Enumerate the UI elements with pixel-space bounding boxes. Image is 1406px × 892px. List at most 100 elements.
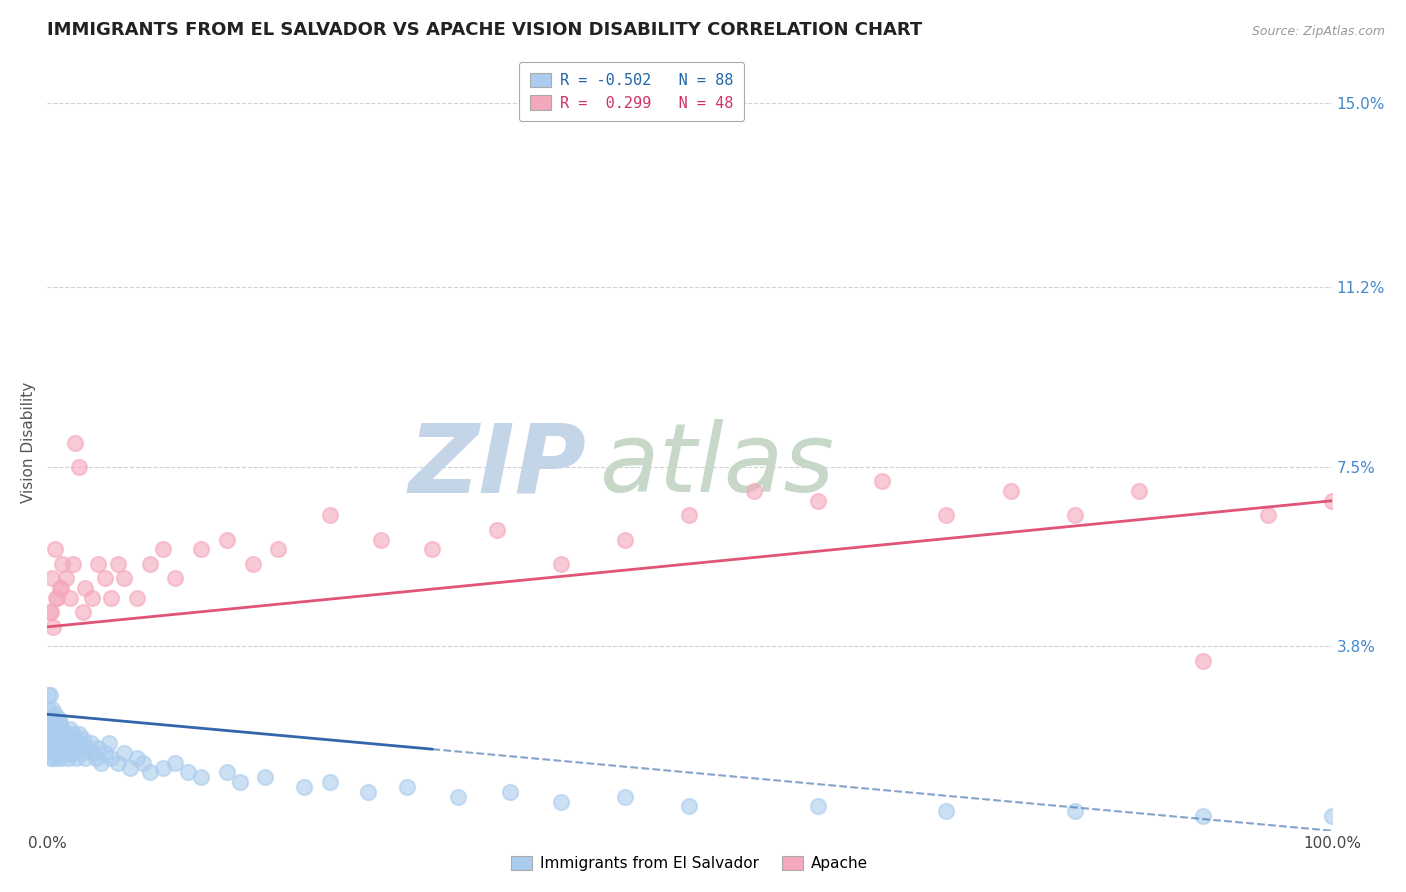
Point	[614, 789, 637, 804]
Point	[318, 508, 340, 523]
Point	[63, 731, 86, 746]
Point	[38, 727, 60, 741]
Point	[370, 533, 392, 547]
Point	[678, 799, 700, 814]
Point	[1192, 809, 1215, 823]
Point	[80, 591, 103, 605]
Point	[46, 751, 69, 765]
Point	[82, 746, 104, 760]
Point	[39, 605, 62, 619]
Point	[125, 591, 148, 605]
Point	[44, 727, 66, 741]
Point	[318, 775, 340, 789]
Point	[742, 483, 765, 498]
Point	[55, 736, 77, 750]
Point	[1064, 508, 1087, 523]
Point	[79, 736, 101, 750]
Legend: Immigrants from El Salvador, Apache: Immigrants from El Salvador, Apache	[505, 850, 875, 878]
Point	[42, 751, 65, 765]
Point	[48, 712, 70, 726]
Point	[75, 751, 97, 765]
Point	[100, 591, 122, 605]
Point	[52, 741, 75, 756]
Point	[100, 751, 122, 765]
Point	[1000, 483, 1022, 498]
Point	[177, 765, 200, 780]
Point	[51, 722, 73, 736]
Point	[120, 761, 142, 775]
Text: ZIP: ZIP	[409, 419, 586, 512]
Point	[292, 780, 315, 794]
Point	[44, 542, 66, 557]
Point	[97, 736, 120, 750]
Point	[38, 736, 60, 750]
Point	[37, 688, 59, 702]
Point	[614, 533, 637, 547]
Point	[44, 746, 66, 760]
Point	[242, 557, 264, 571]
Point	[215, 765, 238, 780]
Point	[267, 542, 290, 557]
Point	[53, 727, 76, 741]
Point	[84, 751, 107, 765]
Point	[254, 770, 277, 784]
Point	[38, 605, 60, 619]
Point	[56, 751, 79, 765]
Point	[42, 620, 65, 634]
Point	[190, 542, 212, 557]
Point	[39, 717, 62, 731]
Point	[48, 727, 70, 741]
Point	[59, 722, 82, 736]
Point	[55, 571, 77, 585]
Point	[65, 751, 87, 765]
Point	[45, 731, 67, 746]
Point	[62, 727, 84, 741]
Point	[152, 542, 174, 557]
Point	[87, 557, 110, 571]
Y-axis label: Vision Disability: Vision Disability	[21, 382, 35, 503]
Point	[807, 799, 830, 814]
Point	[49, 581, 72, 595]
Point	[1128, 483, 1150, 498]
Point	[49, 581, 72, 595]
Point	[447, 789, 470, 804]
Point	[550, 795, 572, 809]
Point	[357, 785, 380, 799]
Point	[870, 475, 893, 489]
Point	[46, 731, 69, 746]
Point	[42, 712, 65, 726]
Point	[485, 523, 508, 537]
Point	[51, 557, 73, 571]
Point	[42, 736, 65, 750]
Point	[42, 722, 65, 736]
Point	[935, 508, 957, 523]
Point	[37, 702, 59, 716]
Point	[49, 717, 72, 731]
Point	[51, 736, 73, 750]
Point	[44, 707, 66, 722]
Point	[39, 751, 62, 765]
Point	[41, 727, 63, 741]
Point	[422, 542, 444, 557]
Point	[49, 736, 72, 750]
Point	[112, 746, 135, 760]
Point	[49, 746, 72, 760]
Point	[46, 722, 69, 736]
Point	[77, 741, 100, 756]
Text: atlas: atlas	[599, 419, 835, 512]
Point	[72, 731, 94, 746]
Point	[49, 727, 72, 741]
Point	[38, 688, 60, 702]
Point	[63, 741, 86, 756]
Point	[55, 746, 77, 760]
Point	[67, 459, 90, 474]
Point	[94, 746, 117, 760]
Point	[125, 751, 148, 765]
Point	[45, 591, 67, 605]
Point	[63, 435, 86, 450]
Point	[67, 736, 90, 750]
Point	[1320, 493, 1343, 508]
Point	[165, 756, 187, 770]
Point	[67, 727, 90, 741]
Point	[1064, 805, 1087, 819]
